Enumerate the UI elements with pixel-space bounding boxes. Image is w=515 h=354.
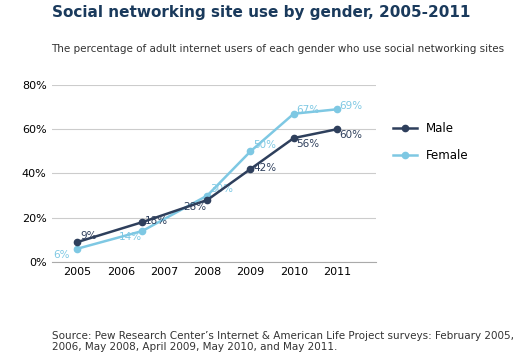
Text: 56%: 56%	[296, 139, 319, 149]
Text: Source: Pew Research Center’s Internet & American Life Project surveys: February: Source: Pew Research Center’s Internet &…	[52, 331, 515, 352]
Text: 6%: 6%	[54, 250, 70, 260]
Text: 67%: 67%	[296, 105, 319, 115]
Text: The percentage of adult internet users of each gender who use social networking : The percentage of adult internet users o…	[52, 44, 505, 54]
Text: 28%: 28%	[183, 202, 207, 212]
Text: 18%: 18%	[145, 216, 168, 226]
Text: 60%: 60%	[339, 130, 363, 140]
Text: 42%: 42%	[253, 163, 276, 173]
Text: 50%: 50%	[253, 140, 276, 150]
Text: 30%: 30%	[210, 184, 233, 194]
Text: 14%: 14%	[118, 232, 142, 241]
Text: 9%: 9%	[80, 231, 96, 241]
Text: 69%: 69%	[339, 101, 363, 111]
Legend: Male, Female: Male, Female	[388, 118, 473, 167]
Text: Social networking site use by gender, 2005-2011: Social networking site use by gender, 20…	[52, 5, 470, 20]
